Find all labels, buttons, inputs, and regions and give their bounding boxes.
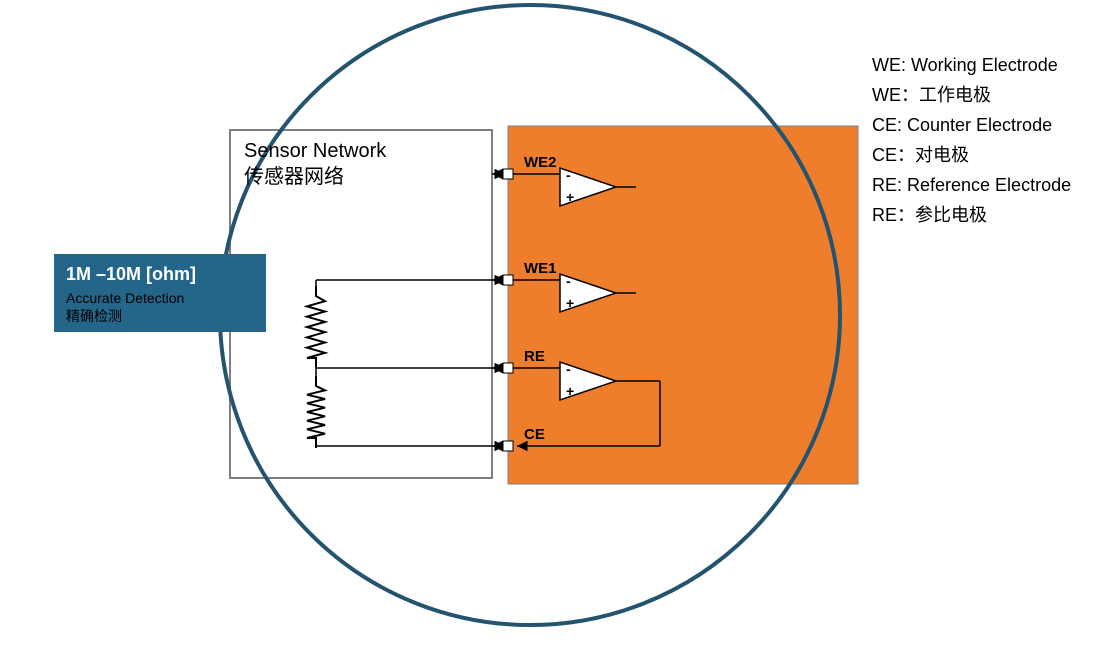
pin-label-re: RE: [524, 348, 545, 365]
info-box-title: 1M –10M [ohm]: [66, 264, 254, 285]
port-we2: [503, 169, 513, 179]
legend-line-4: RE: Reference Electrode: [872, 170, 1071, 200]
opamp-minus-we1: -: [566, 274, 571, 288]
port-re: [503, 363, 513, 373]
sensor-box-label: Sensor Network 传感器网络: [244, 138, 386, 190]
opamp-plus-we2: +: [566, 190, 574, 204]
legend-line-5: RE：参比电极: [872, 200, 1071, 230]
opamp-plus-we1: +: [566, 296, 574, 310]
port-we1: [503, 275, 513, 285]
opamp-plus-re: +: [566, 384, 574, 398]
legend: WE: Working ElectrodeWE：工作电极CE: Counter …: [872, 50, 1071, 230]
info-box-line2: 精确检测: [66, 307, 254, 325]
opamp-minus-we2: -: [566, 168, 571, 182]
legend-line-1: WE：工作电极: [872, 80, 1071, 110]
sensor-box-title-zh: 传感器网络: [244, 164, 386, 190]
legend-line-3: CE：对电极: [872, 140, 1071, 170]
port-ce: [503, 441, 513, 451]
diagram-root: { "canvas": { "width": 1094, "height": 6…: [0, 0, 1094, 662]
pin-label-ce: CE: [524, 426, 545, 443]
info-box: 1M –10M [ohm] Accurate Detection 精确检测: [54, 254, 266, 332]
sensor-box-title-en: Sensor Network: [244, 138, 386, 164]
pin-label-we2: WE2: [524, 154, 557, 171]
info-box-line1: Accurate Detection: [66, 289, 254, 307]
pin-label-we1: WE1: [524, 260, 557, 277]
legend-line-2: CE: Counter Electrode: [872, 110, 1071, 140]
legend-line-0: WE: Working Electrode: [872, 50, 1071, 80]
opamp-minus-re: -: [566, 362, 571, 376]
